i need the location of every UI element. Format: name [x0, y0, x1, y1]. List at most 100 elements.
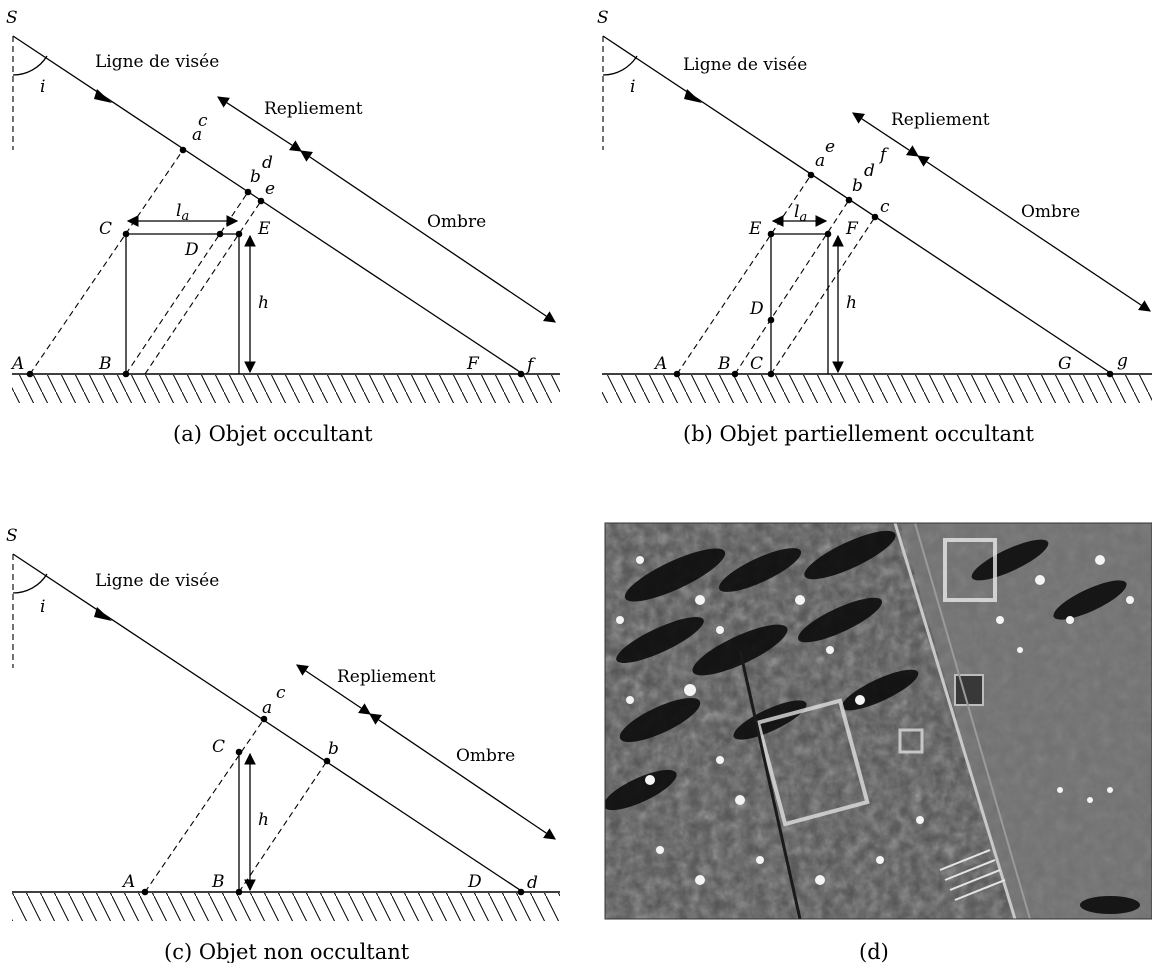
point-a: [260, 715, 268, 723]
label-d: d: [864, 161, 875, 181]
label-F: F: [845, 219, 859, 239]
label-b: b: [852, 176, 863, 196]
point-C: [235, 748, 243, 756]
point-b: [244, 188, 252, 196]
point-g: [1106, 370, 1114, 378]
point-c: [871, 213, 879, 221]
la-label: la: [176, 201, 189, 224]
point-C: [767, 370, 775, 378]
label-E: E: [257, 219, 271, 239]
panel-c: S i Ligne de visée Repliement Ombre h A …: [6, 526, 560, 964]
point-E: [767, 230, 775, 238]
los-arrowhead: [94, 89, 112, 103]
layover-label: Repliement: [264, 99, 363, 119]
line-of-sight-label: Ligne de visée: [683, 55, 807, 75]
la-label: la: [794, 202, 807, 225]
shadow-arrow: [369, 713, 556, 840]
layover-arrow: [852, 112, 919, 157]
label-e: e: [265, 179, 275, 199]
projection-B-b: [125, 191, 249, 375]
label-c: c: [198, 111, 208, 131]
ground-hatch: [602, 375, 1152, 403]
point-B: [731, 370, 739, 378]
label-D: D: [184, 240, 199, 260]
point-A: [673, 370, 681, 378]
projection-B-b: [734, 199, 850, 375]
shadow-arrow: [917, 155, 1151, 312]
point-a: [807, 171, 815, 179]
shadow-label: Ombre: [427, 212, 486, 232]
label-a: a: [815, 151, 825, 171]
source-label: S: [6, 526, 18, 546]
label-D: D: [467, 872, 482, 892]
label-C: C: [750, 354, 763, 374]
line-of-sight: [12, 553, 524, 893]
ground-hatch: [12, 893, 560, 921]
label-b: b: [328, 739, 339, 759]
source-label: S: [597, 8, 609, 28]
projection-E-e: [144, 200, 262, 375]
ground-hatch: [12, 375, 560, 403]
panel-d: (d): [604, 522, 1152, 964]
label-D: D: [749, 299, 764, 319]
sar-image: [605, 523, 1152, 919]
label-e: e: [825, 137, 835, 157]
angle-label: i: [40, 597, 45, 617]
label-G: G: [1058, 354, 1072, 374]
point-E: [235, 230, 243, 238]
point-b: [323, 757, 331, 765]
point-F: [824, 230, 832, 238]
caption-b: (b) Objet partiellement occultant: [683, 422, 1035, 446]
label-c: c: [880, 197, 890, 217]
label-f: f: [525, 355, 536, 375]
label-c: c: [276, 683, 286, 703]
los-arrowhead: [94, 607, 112, 621]
label-a: a: [262, 698, 272, 718]
point-D: [216, 230, 224, 238]
angle-label: i: [630, 77, 635, 97]
label-A: A: [121, 872, 135, 892]
line-of-sight: [12, 35, 524, 375]
angle-label: i: [40, 77, 45, 97]
layover-label: Repliement: [891, 110, 990, 130]
point-B: [235, 888, 243, 896]
label-C: C: [212, 737, 225, 757]
layover-arrow: [296, 664, 371, 715]
caption-d: (d): [859, 940, 889, 963]
projection-C-c: [770, 216, 876, 375]
height-label: h: [846, 293, 857, 313]
line-of-sight-label: Ligne de visée: [95, 52, 219, 72]
incidence-angle-arc: [12, 573, 48, 594]
point-B: [122, 370, 130, 378]
projection-B-b: [238, 760, 328, 893]
label-d: d: [527, 873, 538, 893]
source-label: S: [6, 8, 18, 28]
shadow-arrow: [300, 150, 556, 323]
label-C: C: [99, 219, 112, 239]
layover-arrow: [217, 96, 302, 152]
point-d: [517, 888, 525, 896]
los-arrowhead: [684, 89, 702, 103]
incidence-angle-arc: [602, 55, 638, 76]
label-E: E: [748, 219, 762, 239]
label-a: a: [192, 125, 202, 145]
point-D: [767, 316, 775, 324]
point-A: [26, 370, 34, 378]
label-B: B: [98, 354, 112, 374]
panel-b: S i Ligne de visée Repliement Ombre la h: [597, 8, 1152, 446]
incidence-angle-arc: [12, 55, 48, 76]
label-B: B: [211, 872, 225, 892]
caption-a: (a) Objet occultant: [173, 422, 373, 446]
point-f: [517, 370, 525, 378]
point-e: [257, 197, 265, 205]
line-of-sight-label: Ligne de visée: [95, 571, 219, 591]
height-label: h: [258, 293, 269, 313]
point-A: [141, 888, 149, 896]
layover-label: Repliement: [337, 667, 436, 687]
point-a: [179, 146, 187, 154]
sar-image-frame: [604, 522, 1152, 920]
point-b: [845, 196, 853, 204]
shadow-label: Ombre: [456, 746, 515, 766]
label-f: f: [878, 145, 889, 165]
